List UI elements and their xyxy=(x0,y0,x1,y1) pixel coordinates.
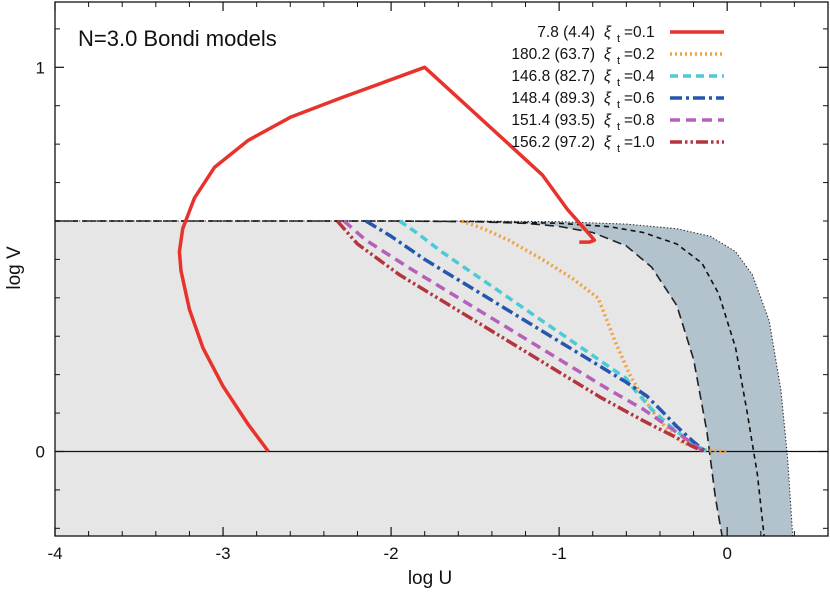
legend-xi-subscript: t xyxy=(617,143,620,155)
x-tick-label: -2 xyxy=(384,544,399,563)
shaded-regions xyxy=(55,220,793,536)
axis-ticks: -4 -3 -2 -1 0 0 1 xyxy=(36,2,828,563)
boundary-curve-1 xyxy=(55,220,723,537)
legend-xi: ξ xyxy=(604,90,612,107)
light-region xyxy=(55,220,723,536)
data-series xyxy=(177,65,728,454)
legend-xi-subscript: t xyxy=(617,77,620,89)
legend-xi-subscript: t xyxy=(617,121,620,133)
band-region xyxy=(55,220,793,536)
legend-label: 151.4 (93.5) xyxy=(511,112,595,129)
legend-xi: ξ xyxy=(604,46,612,63)
legend-label: 146.8 (82.7) xyxy=(511,68,595,85)
series-line-3 xyxy=(398,219,708,454)
x-tick-label: -3 xyxy=(215,544,230,563)
x-tick-label: 0 xyxy=(722,544,731,563)
x-tick-label: -1 xyxy=(552,544,567,563)
y-axis-label: log V xyxy=(4,246,25,290)
legend-xi-value: =0.1 xyxy=(624,24,655,41)
legend-xi-value: =0.6 xyxy=(624,90,655,107)
legend-xi-subscript: t xyxy=(617,33,620,45)
series-line-2 xyxy=(461,219,728,454)
plot-frame xyxy=(54,1,829,537)
legend-xi-value: =0.4 xyxy=(624,68,655,85)
boundary-curve-2 xyxy=(55,220,765,537)
legend-xi-value: =0.2 xyxy=(624,46,655,63)
x-tick-label: -4 xyxy=(47,544,62,563)
legend-label: 7.8 (4.4) xyxy=(537,24,595,41)
legend-label: 156.2 (97.2) xyxy=(511,134,595,151)
legend-label: 180.2 (63.7) xyxy=(511,46,595,63)
series-line-1 xyxy=(177,65,597,453)
series-line-5 xyxy=(342,219,705,453)
chart-title: N=3.0 Bondi models xyxy=(78,26,277,51)
y-tick-label: 0 xyxy=(36,442,45,461)
legend-xi: ξ xyxy=(604,134,612,151)
legend-xi: ξ xyxy=(604,24,612,41)
y-tick-label: 1 xyxy=(36,58,45,77)
series-line-4 xyxy=(364,219,707,453)
legend-xi-subscript: t xyxy=(617,99,620,111)
boundary-curve-3 xyxy=(55,220,794,537)
legend-xi-subscript: t xyxy=(617,55,620,67)
legend-xi-value: =0.8 xyxy=(624,112,655,129)
legend-xi: ξ xyxy=(604,68,612,85)
legend-xi: ξ xyxy=(604,112,612,129)
legend-xi-value: =1.0 xyxy=(624,134,655,151)
legend-label: 148.4 (89.3) xyxy=(511,90,595,107)
boundary-curves xyxy=(55,220,794,537)
x-axis-label: log U xyxy=(408,568,452,589)
